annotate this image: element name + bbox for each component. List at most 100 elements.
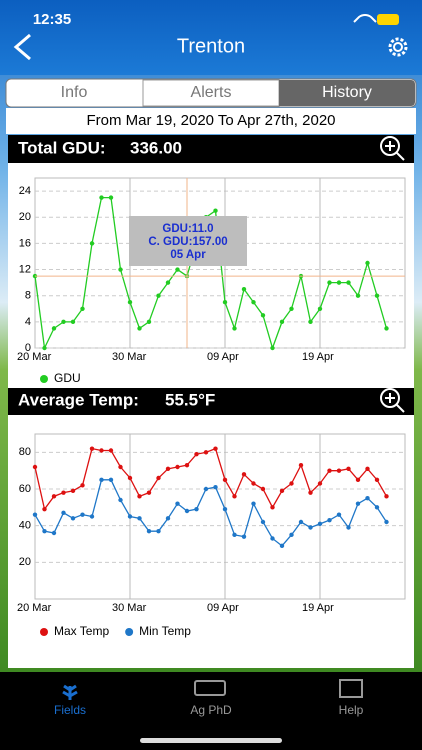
data-point (99, 195, 104, 200)
help-icon (339, 679, 363, 698)
tab-alerts-bg[interactable] (142, 79, 280, 107)
x-tick-label: 20 Mar (17, 351, 52, 363)
data-point (346, 466, 351, 472)
data-point (308, 490, 313, 495)
data-point (203, 450, 209, 455)
wifi-icon (353, 14, 377, 23)
tab-info[interactable]: Info (61, 84, 88, 101)
nav-fields[interactable]: Fields (54, 703, 86, 717)
tooltip-text: 05 Apr (170, 249, 206, 261)
data-point (61, 490, 66, 495)
header-title: Trenton (177, 35, 245, 57)
data-point (317, 521, 323, 527)
data-point (308, 319, 313, 325)
data-point (108, 195, 114, 200)
data-point (251, 300, 256, 305)
zoom-button[interactable] (380, 388, 405, 413)
settings-button[interactable] (388, 37, 408, 57)
data-point (127, 514, 133, 519)
data-point (175, 501, 180, 506)
data-point (289, 481, 294, 486)
section-label: Total GDU: (18, 138, 106, 157)
data-point (251, 501, 256, 506)
data-point (175, 464, 180, 470)
legend-label: Min Temp (139, 624, 191, 638)
data-point (251, 481, 256, 486)
data-point (298, 462, 304, 468)
data-point (146, 528, 152, 534)
tab-history[interactable]: History (322, 84, 372, 101)
data-point (270, 505, 275, 510)
y-tick-label: 60 (19, 483, 31, 495)
data-point (365, 260, 370, 266)
y-tick-label: 80 (19, 446, 31, 458)
data-point (241, 472, 247, 477)
data-point (80, 306, 85, 311)
data-point (279, 488, 285, 494)
data-point (365, 495, 370, 501)
data-point (308, 525, 313, 530)
legend-label: Max Temp (54, 624, 109, 638)
tab-alerts[interactable]: Alerts (191, 84, 232, 101)
legend-swatch (40, 375, 48, 383)
y-tick-label: 24 (19, 185, 31, 197)
data-point (175, 267, 180, 272)
data-point (156, 528, 161, 534)
data-point (156, 475, 161, 481)
section-label: Average Temp: (18, 390, 139, 409)
tab-history-bg[interactable] (279, 80, 415, 106)
data-point (289, 306, 294, 311)
data-point (137, 494, 142, 499)
nav-help[interactable]: Help (339, 703, 364, 717)
data-point (70, 488, 76, 494)
x-tick-label: 09 Apr (207, 351, 239, 363)
data-point (279, 319, 285, 325)
nav-agphd[interactable]: Ag PhD (190, 703, 232, 717)
data-point (203, 486, 209, 492)
zoom-icon (385, 393, 405, 413)
data-point (89, 446, 95, 451)
data-point (61, 510, 66, 516)
settings-icon (393, 42, 403, 52)
data-point (137, 516, 142, 521)
data-point (213, 208, 218, 213)
back-button[interactable] (13, 33, 31, 61)
data-point (165, 516, 171, 521)
data-point (51, 530, 57, 536)
data-point (146, 319, 152, 325)
data-point (51, 326, 57, 331)
data-point (42, 528, 47, 534)
data-point (346, 525, 351, 530)
data-point (127, 475, 133, 481)
y-tick-label: 16 (19, 237, 31, 249)
zoom-button[interactable] (380, 136, 405, 161)
data-point (241, 286, 247, 292)
date-bar (6, 108, 416, 134)
data-point (384, 519, 389, 525)
data-point (384, 326, 389, 331)
agphd-icon (194, 680, 226, 696)
x-tick-label: 09 Apr (207, 602, 239, 614)
data-point (279, 543, 285, 549)
data-point (165, 466, 171, 472)
header-bar (0, 0, 422, 75)
data-point (165, 280, 171, 285)
zoom-icon (380, 388, 400, 408)
data-point (118, 497, 123, 503)
data-point (80, 512, 85, 517)
data-point (384, 494, 389, 499)
y-tick-label: 20 (19, 556, 31, 568)
section-value: 55.5°F (165, 390, 215, 409)
data-point (118, 267, 123, 272)
data-point (241, 534, 247, 539)
data-point (108, 477, 114, 483)
data-point (108, 448, 114, 453)
x-tick-label: 19 Apr (302, 351, 334, 363)
data-point (118, 464, 123, 470)
data-point (260, 486, 266, 492)
y-tick-label: 4 (25, 316, 31, 328)
battery (377, 14, 399, 25)
tooltip-text: GDU:11.0 (162, 223, 213, 235)
tooltip (129, 216, 247, 266)
